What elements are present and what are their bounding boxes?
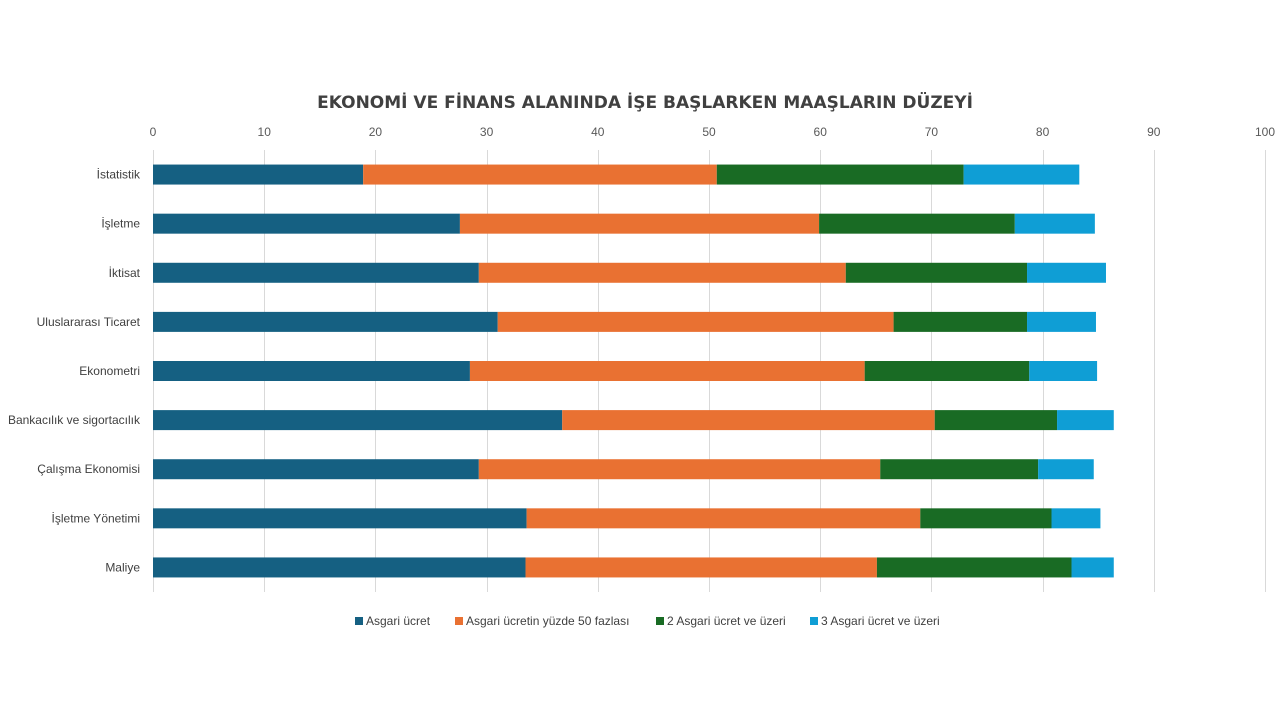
tick-label: 40	[591, 125, 605, 139]
bar-segment-3	[876, 557, 1072, 578]
bar-segment-3	[880, 459, 1039, 480]
bar-segment-4	[1027, 262, 1106, 283]
category-label: Bankacılık ve sigortacılık	[8, 413, 141, 427]
bar-segment-2	[525, 557, 877, 578]
category-label: İşletme Yönetimi	[52, 511, 140, 525]
tick-label: 10	[258, 125, 272, 139]
bar-segment-3	[716, 164, 964, 185]
bar-segment-3	[893, 311, 1028, 332]
chart-title: EKONOMİ VE FİNANS ALANINDA İŞE BAŞLARKEN…	[317, 91, 973, 113]
bar-segment-2	[459, 213, 820, 234]
bar-segment-2	[478, 262, 846, 283]
bar-segment-1	[153, 164, 364, 185]
bar-segment-1	[153, 311, 498, 332]
bar-segment-2	[526, 508, 921, 529]
bar-segment-3	[864, 361, 1030, 381]
bars	[153, 164, 1114, 578]
tick-label: 90	[1147, 125, 1161, 139]
bar-segment-4	[1057, 410, 1114, 431]
bar-segment-4	[1038, 459, 1094, 480]
legend-label: Asgari ücretin yüzde 50 fazlası	[466, 614, 629, 628]
tick-label: 70	[925, 125, 939, 139]
bar-segment-1	[153, 508, 527, 529]
category-label: Maliye	[105, 560, 140, 574]
legend-label: 3 Asgari ücret ve üzeri	[821, 614, 940, 628]
tick-label: 20	[369, 125, 383, 139]
bar-segment-1	[153, 213, 460, 234]
bar-segment-1	[153, 459, 479, 480]
bar-segment-3	[934, 410, 1058, 431]
y-axis-categories: İstatistik İşletme İktisat Uluslararası Tic…	[8, 168, 141, 575]
tick-label: 80	[1036, 125, 1050, 139]
bar-segment-2	[478, 459, 881, 480]
category-label: Çalışma Ekonomisi	[37, 462, 140, 476]
bar-segment-4	[1051, 508, 1101, 529]
bar-segment-1	[153, 262, 479, 283]
bar-segment-1	[153, 361, 470, 381]
legend-swatch	[455, 617, 463, 625]
x-axis-ticks: 0 10 20 30 40 50 60 70 80 90 100	[150, 125, 1276, 139]
bar-segment-2	[562, 410, 935, 431]
bar-segment-2	[469, 361, 865, 381]
legend-swatch	[810, 617, 818, 625]
category-label: Uluslararası Ticaret	[37, 315, 141, 329]
tick-label: 30	[480, 125, 494, 139]
bar-segment-2	[497, 311, 894, 332]
bar-segment-4	[963, 164, 1080, 185]
bar-segment-1	[153, 410, 563, 431]
bar-segment-3	[845, 262, 1028, 283]
bar-segment-4	[1027, 311, 1096, 332]
tick-label: 0	[150, 125, 157, 139]
bar-segment-4	[1071, 557, 1114, 578]
legend: Asgari ücret Asgari ücretin yüzde 50 fazl…	[355, 614, 940, 628]
category-label: Ekonometri	[79, 364, 140, 378]
tick-label: 50	[702, 125, 716, 139]
category-label: İstatistik	[97, 168, 141, 182]
bar-segment-4	[1014, 213, 1095, 234]
bar-segment-2	[363, 164, 717, 185]
legend-label: 2 Asgari ücret ve üzeri	[667, 614, 786, 628]
tick-label: 100	[1255, 125, 1275, 139]
category-label: İşletme	[101, 217, 140, 231]
legend-swatch	[355, 617, 363, 625]
tick-label: 60	[814, 125, 828, 139]
bar-segment-3	[819, 213, 1015, 234]
bar-segment-1	[153, 557, 526, 578]
bar-segment-4	[1029, 361, 1098, 381]
legend-label: Asgari ücret	[366, 614, 431, 628]
legend-swatch	[656, 617, 664, 625]
category-label: İktisat	[109, 266, 141, 280]
bar-segment-3	[920, 508, 1052, 529]
